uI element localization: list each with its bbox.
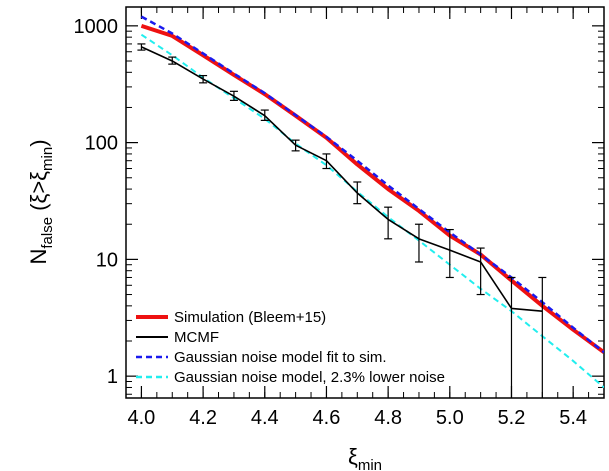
x-tick-label: 4.2 bbox=[189, 407, 217, 429]
x-tick-label: 4.6 bbox=[313, 407, 341, 429]
series-line-simulation-bleem-15 bbox=[140, 23, 604, 354]
x-tick-label: 5.0 bbox=[436, 407, 464, 429]
y-tick-label: 1000 bbox=[74, 16, 119, 38]
series-line-mcmf bbox=[141, 46, 543, 312]
series-line-gaussian-noise-model-fit-to-sim bbox=[140, 15, 604, 354]
x-tick-label: 4.8 bbox=[374, 407, 402, 429]
tick-labels: 4.0 4.2 4.4 4.6 4.8 5.0 5.2 5.4 1 10 100 1000 bbox=[74, 16, 588, 429]
y-tick-label: 1 bbox=[107, 366, 118, 388]
series-layer bbox=[137, 15, 604, 398]
y-axis-title-paren-sub: min bbox=[39, 147, 56, 171]
legend-label: Gaussian noise model fit to sim. bbox=[174, 349, 387, 366]
plot-frame bbox=[125, 6, 605, 399]
y-tick-label: 10 bbox=[96, 249, 118, 271]
legend-label: Gaussian noise model, 2.3% lower noise bbox=[174, 369, 445, 386]
y-axis-title: Nfalse (ξ>ξmin) bbox=[26, 139, 56, 264]
x-tick-label: 5.2 bbox=[498, 407, 526, 429]
y-axis-title-paren: (ξ>ξ bbox=[26, 171, 51, 217]
x-tick-label: 4.0 bbox=[128, 407, 156, 429]
legend-label: MCMF bbox=[174, 329, 219, 346]
axis-ticks bbox=[125, 7, 605, 398]
y-tick-label: 100 bbox=[85, 133, 118, 155]
x-tick-label: 5.4 bbox=[559, 407, 587, 429]
x-axis-title: ξmin bbox=[348, 444, 382, 471]
y-axis-title-sub: false bbox=[39, 217, 56, 249]
legend: Simulation (Bleem+15) MCMF Gaussian noise … bbox=[136, 309, 445, 386]
x-axis-title-sub: min bbox=[358, 457, 382, 471]
legend-label: Simulation (Bleem+15) bbox=[174, 309, 326, 326]
x-tick-label: 4.4 bbox=[251, 407, 279, 429]
y-axis-title-paren-close: ) bbox=[26, 139, 51, 146]
